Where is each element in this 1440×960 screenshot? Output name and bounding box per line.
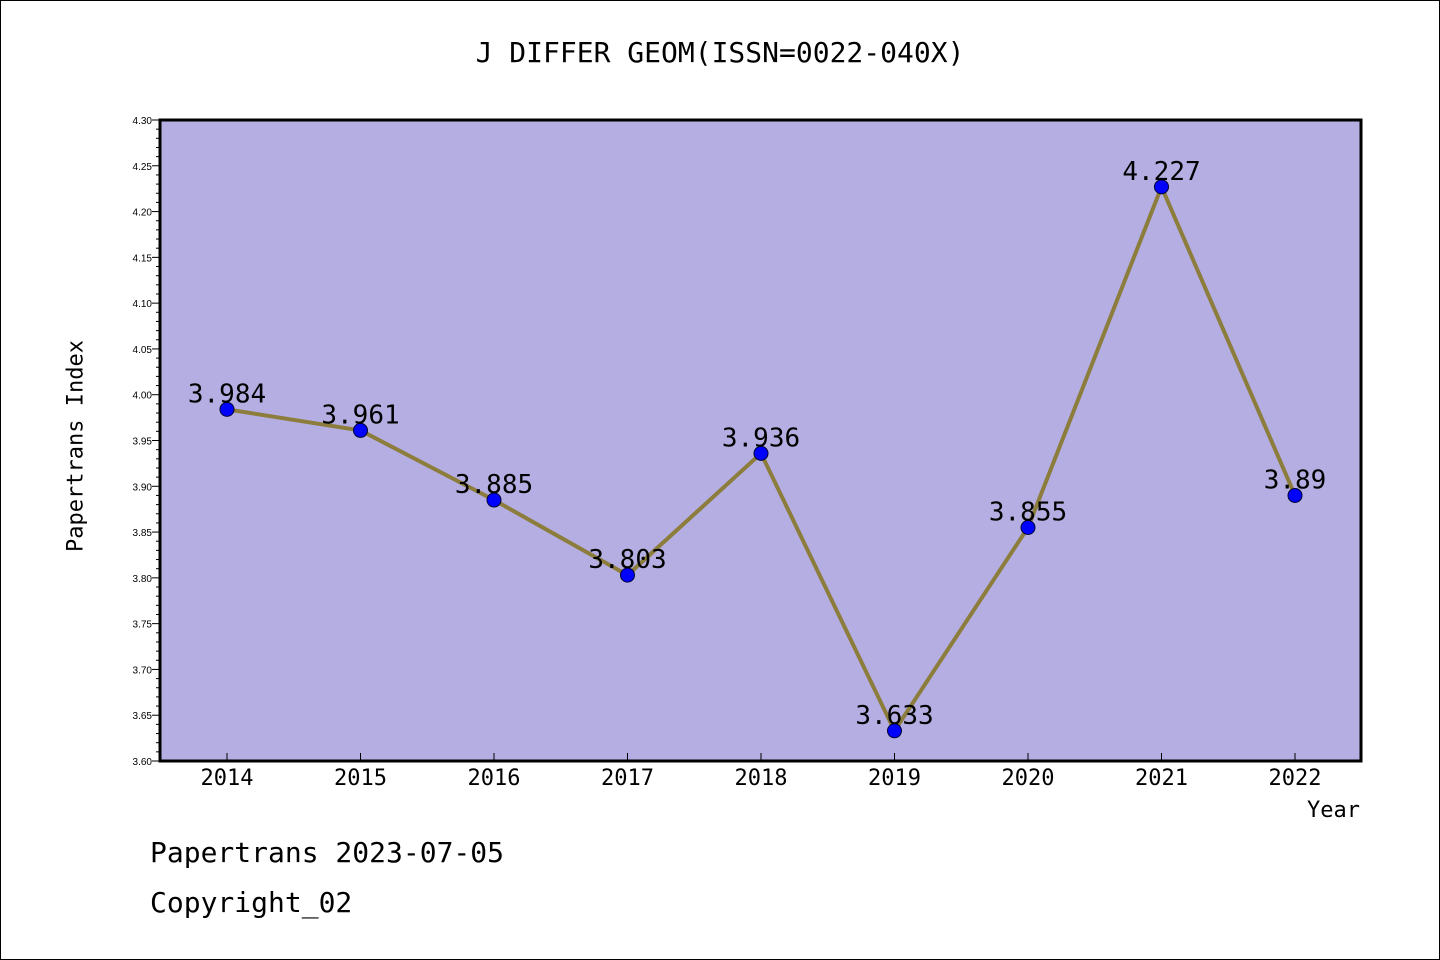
plot-area <box>160 120 1361 761</box>
data-label: 3.984 <box>188 379 266 409</box>
data-label: 3.936 <box>722 423 800 453</box>
y-tick-label: 4.00 <box>133 391 153 402</box>
data-point <box>753 445 769 461</box>
data-point <box>1154 179 1169 195</box>
data-point <box>486 492 502 508</box>
x-tick-label: 2016 <box>468 766 521 791</box>
data-label: 3.633 <box>855 701 933 731</box>
y-tick-label: 4.05 <box>133 345 153 356</box>
y-tick-label: 3.60 <box>133 757 153 768</box>
y-tick-label: 4.10 <box>133 299 153 310</box>
data-label: 3.885 <box>455 470 533 500</box>
data-label: 3.961 <box>321 400 399 430</box>
x-tick-label: 2020 <box>1002 766 1055 791</box>
x-tick-label: 2018 <box>735 766 788 791</box>
data-point <box>887 723 902 739</box>
x-axis-label: Year <box>1307 798 1360 823</box>
x-tick-label: 2022 <box>1269 766 1322 791</box>
data-point <box>353 422 368 438</box>
chart-title: J DIFFER GEOM(ISSN=0022-040X) <box>475 36 965 69</box>
y-tick-label: 4.15 <box>133 253 153 264</box>
data-point <box>219 401 235 417</box>
data-label: 3.855 <box>989 497 1067 527</box>
x-tick-label: 2015 <box>334 766 387 791</box>
x-tick-label: 2019 <box>868 766 921 791</box>
y-tick-label: 3.65 <box>133 711 153 722</box>
data-label: 3.89 <box>1264 465 1327 495</box>
y-tick-label: 3.85 <box>133 528 153 539</box>
footer-date: Papertrans 2023-07-05 <box>150 836 505 869</box>
data-point <box>1020 519 1036 535</box>
y-tick-label: 3.80 <box>133 574 153 585</box>
data-point <box>1287 487 1303 503</box>
y-tick-label: 3.75 <box>133 620 153 631</box>
x-tick-label: 2014 <box>201 766 254 791</box>
data-label: 4.227 <box>1122 157 1200 187</box>
y-tick-label: 3.95 <box>133 437 153 448</box>
x-tick-label: 2021 <box>1135 766 1188 791</box>
plot-border <box>158 118 1363 763</box>
y-tick-label: 3.90 <box>133 482 153 493</box>
y-tick-label: 4.30 <box>133 116 153 127</box>
footer-copyright: Copyright_02 <box>150 886 353 919</box>
y-tick-label: 4.20 <box>133 208 153 219</box>
data-point <box>620 567 635 583</box>
y-tick-label: 3.70 <box>133 665 153 676</box>
y-tick-label: 4.25 <box>133 162 153 173</box>
data-label: 3.803 <box>588 545 666 575</box>
x-tick-label: 2017 <box>601 766 654 791</box>
